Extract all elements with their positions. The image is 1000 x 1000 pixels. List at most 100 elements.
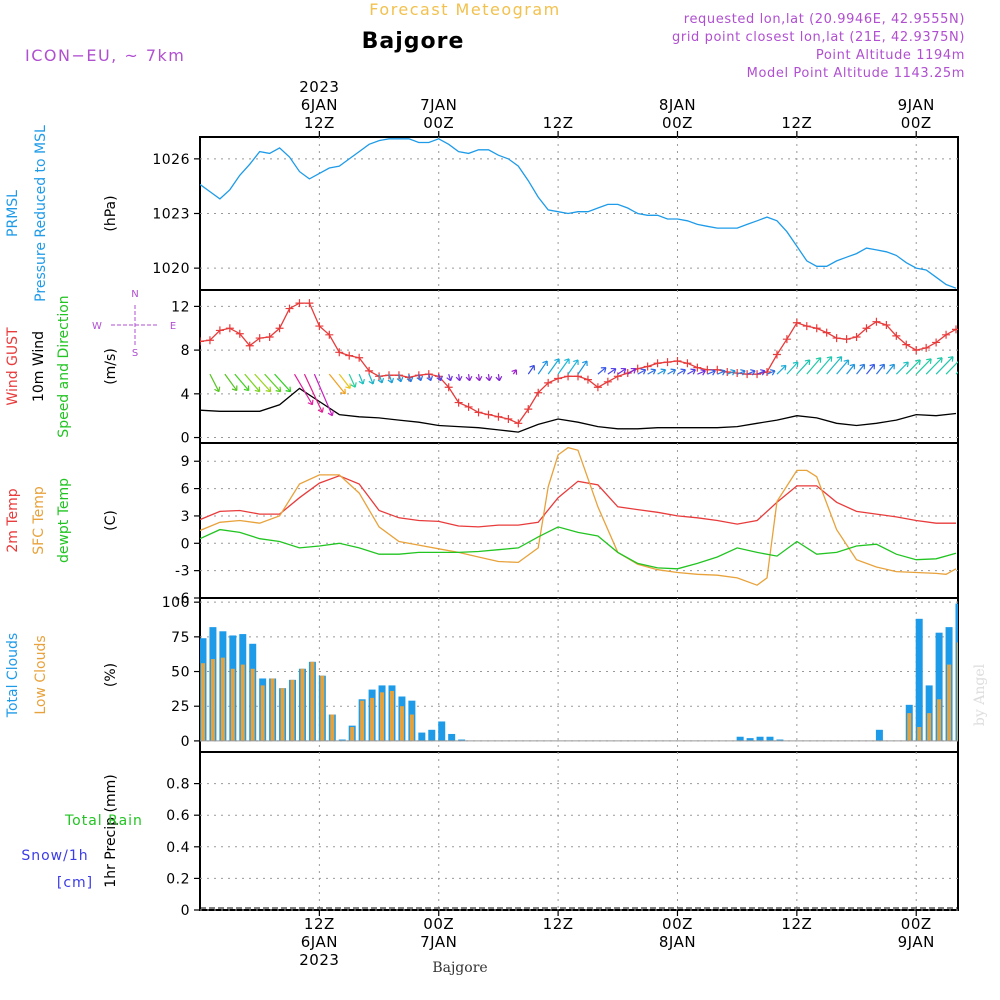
gust-marker xyxy=(355,353,364,362)
wind-arrowhead xyxy=(650,368,657,375)
wind-arrow xyxy=(717,370,726,375)
time-label-top: 00Z xyxy=(423,114,454,132)
wind-arrow xyxy=(856,363,865,375)
wind-arrowhead xyxy=(660,368,667,375)
wind-arrow xyxy=(736,370,746,375)
wind-arrowhead xyxy=(859,363,866,370)
wind-arrow xyxy=(746,370,756,375)
wind-arrow xyxy=(647,369,656,375)
gust-marker xyxy=(504,414,513,423)
gust-marker xyxy=(812,324,821,333)
low-cloud-bar xyxy=(389,690,394,741)
wind-arrowhead xyxy=(511,369,518,375)
gust-marker xyxy=(623,369,632,378)
low-cloud-bar xyxy=(230,668,235,741)
y-tick-label: 0 xyxy=(181,734,190,750)
wind-arrowhead xyxy=(554,358,560,364)
wind-arrowhead xyxy=(968,357,973,362)
wind-arrow xyxy=(915,358,932,375)
wind-arrow xyxy=(438,373,442,381)
wind-arrow xyxy=(527,365,535,375)
series-line xyxy=(200,446,957,586)
wind-arrowhead xyxy=(760,369,766,376)
wind-arrowhead xyxy=(285,386,292,393)
wind-arrowhead xyxy=(265,386,272,393)
y-tick-label: 75 xyxy=(171,630,190,646)
gust-marker xyxy=(583,375,592,384)
wind-arrowhead xyxy=(730,369,736,376)
wind-arrow xyxy=(806,357,822,375)
wind-arrow xyxy=(786,361,799,375)
time-label-bottom: 9JAN xyxy=(898,933,935,951)
time-label-bottom: 00Z xyxy=(901,915,932,933)
gust-marker xyxy=(603,377,612,386)
wind-arrowhead xyxy=(843,359,850,365)
wind-arrowhead xyxy=(720,369,726,376)
wind-arrow xyxy=(467,374,471,381)
y-tick-label: -6 xyxy=(175,591,190,607)
wind-arrow xyxy=(388,373,393,384)
time-label-bottom: 00Z xyxy=(662,915,693,933)
gust-marker xyxy=(205,336,214,345)
gust-marker xyxy=(494,412,503,421)
location-title: Bajgore xyxy=(362,29,465,54)
compass-south-label: S xyxy=(132,348,138,359)
time-label-top: 12Z xyxy=(781,114,812,132)
panel-series xyxy=(200,138,957,289)
total-cloud-bar xyxy=(776,739,784,741)
gust-marker xyxy=(922,343,931,352)
gust-marker xyxy=(335,348,344,357)
wind-arrowhead xyxy=(377,377,385,384)
y-tick-label: 0 xyxy=(181,536,190,552)
low-cloud-bar xyxy=(947,664,952,741)
panel-temperature: -6 -3 0 3 6 9 2m Temp SFC Temp dewpt Temp (C) xyxy=(5,442,959,607)
y-tick-label: 1026 xyxy=(152,152,190,168)
time-label-bottom: 12Z xyxy=(543,915,574,933)
total-cloud-bar xyxy=(935,632,943,741)
wind-arrowhead xyxy=(455,375,463,382)
low-cloud-bar xyxy=(399,706,404,741)
gust-marker xyxy=(663,358,672,367)
y-tick-label: 1020 xyxy=(152,261,190,277)
gust-marker xyxy=(295,299,304,308)
wind-arrowhead xyxy=(769,369,776,376)
gust-marker xyxy=(454,398,463,407)
gust-marker xyxy=(842,335,851,344)
wind-arrow xyxy=(313,373,333,416)
low-cloud-bar xyxy=(320,675,325,741)
wind-arrowhead xyxy=(849,363,856,370)
low-cloud-bar xyxy=(200,663,205,741)
wind-arrow xyxy=(244,373,261,393)
total-cloud-bar xyxy=(736,736,744,741)
wind-arrowhead xyxy=(620,367,627,374)
wind-arrow xyxy=(836,359,850,375)
requested-coords: requested lon,lat (20.9946E, 42.9555N) xyxy=(684,12,965,27)
wind-arrowhead xyxy=(710,369,716,376)
gust-marker xyxy=(703,365,712,374)
wind-arrowhead xyxy=(327,410,334,417)
credit-watermark: by Angel xyxy=(972,663,988,726)
total-cloud-bar xyxy=(756,736,764,741)
series-line xyxy=(200,138,957,289)
wind-arrow xyxy=(567,359,579,375)
gust-marker xyxy=(713,365,722,374)
wind-arrow xyxy=(348,373,356,388)
wind-arrow xyxy=(875,363,885,375)
low-cloud-bar xyxy=(310,661,315,741)
gust-marker xyxy=(862,324,871,333)
low-cloud-bar xyxy=(210,659,215,741)
wind-arrow xyxy=(293,373,313,406)
y-tick-label: 4 xyxy=(181,387,190,403)
y-axis-label: Pressure Reduced to MSL xyxy=(33,125,49,302)
wind-arrow xyxy=(418,373,422,381)
wind-arrow xyxy=(905,359,921,375)
wind-arrowhead xyxy=(836,356,843,362)
gust-marker xyxy=(693,363,702,372)
wind-arrowhead xyxy=(317,407,324,413)
wind-arrowhead xyxy=(387,377,395,384)
wind-arrow xyxy=(224,373,238,391)
gust-marker xyxy=(932,338,941,347)
wind-arrowhead xyxy=(640,368,647,375)
panel-series xyxy=(200,603,958,742)
